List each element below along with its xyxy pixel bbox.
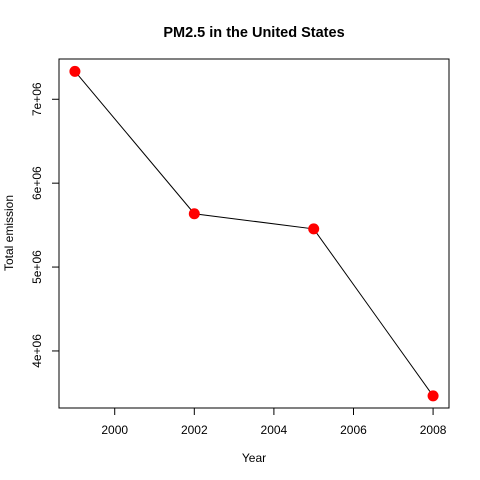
x-tick-label: 2006 — [340, 423, 367, 437]
y-tick-label: 5e+06 — [30, 250, 44, 284]
x-tick-label: 2008 — [420, 423, 447, 437]
plot-frame — [58, 58, 450, 409]
y-axis: 4e+06 5e+06 6e+06 7e+06 — [30, 82, 60, 368]
series-layer — [69, 65, 439, 402]
x-axis-label: Year — [242, 451, 266, 465]
data-point — [427, 390, 439, 402]
data-point — [308, 223, 320, 235]
x-tick-label: 2004 — [261, 423, 288, 437]
data-point — [188, 208, 200, 220]
data-point — [69, 65, 81, 77]
y-tick-label: 6e+06 — [30, 166, 44, 200]
x-tick-label: 2002 — [181, 423, 208, 437]
x-axis: 2000 2002 2004 2006 2008 — [101, 407, 447, 437]
y-axis-label: Total emission — [2, 195, 16, 271]
y-tick-label: 7e+06 — [30, 82, 44, 116]
chart-title: PM2.5 in the United States — [163, 25, 344, 41]
y-tick-label: 4e+06 — [30, 334, 44, 368]
x-tick-label: 2000 — [101, 423, 128, 437]
series-line — [74, 71, 434, 397]
